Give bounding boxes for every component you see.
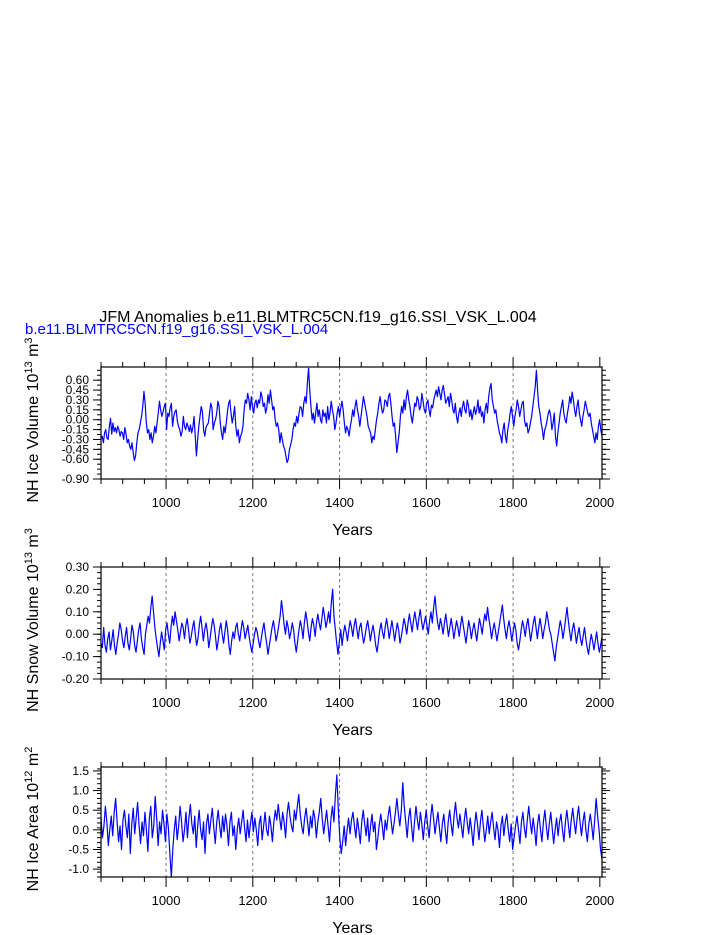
y-tick-label: 0.45	[66, 383, 90, 397]
y-axis-label-text: NH Snow Volume 10	[25, 564, 42, 712]
y-tick-label: -0.45	[62, 442, 90, 456]
y-tick-label: 1.0	[72, 784, 89, 798]
series-line	[100, 588, 603, 662]
x-tick-label: 2000	[585, 695, 614, 710]
x-axis-label: Years	[332, 920, 372, 935]
y-tick-label: 0.60	[66, 373, 90, 387]
panel-ice-area: -1.0 -0.5 0.0 0.5 1.0 1.5 1000 1200 1400 1600 1800…	[23, 747, 614, 935]
x-tick-label: 1000	[152, 893, 181, 908]
y-axis-label-text: NH Ice Area 10	[25, 783, 42, 892]
y-axis-label: NH Ice Volume 1013 m3	[23, 337, 42, 502]
series-line	[100, 774, 603, 878]
y-axis-label-superscript: 2	[23, 747, 35, 753]
x-tick-label: 2000	[585, 893, 614, 908]
y-tick-label: 0.15	[66, 403, 90, 417]
y-tick-label: 0.00	[66, 627, 90, 641]
y-axis-label-superscript: 3	[23, 337, 35, 343]
y-tick-label: -0.20	[62, 672, 90, 686]
y-axis-label: NH Ice Area 1012 m2	[23, 747, 42, 892]
plot-frame	[100, 766, 603, 878]
x-tick-label: 1400	[325, 893, 354, 908]
y-tick-label: 0.0	[72, 823, 89, 837]
y-tick-label: -0.5	[68, 843, 89, 857]
x-axis-label: Years	[332, 522, 372, 539]
x-tick-label: 1800	[499, 893, 528, 908]
x-tick-label: 1200	[238, 893, 267, 908]
x-tick-label: 1200	[238, 495, 267, 510]
panel-ice-volume: -0.90 -0.60-0.45-0.30-0.150.000.150.300.4…	[23, 337, 614, 539]
x-tick-label: 1800	[499, 495, 528, 510]
x-tick-label: 1600	[412, 495, 441, 510]
y-tick-label: 0.30	[66, 560, 90, 574]
y-axis-label-text: m	[25, 534, 42, 552]
series-line	[100, 367, 603, 464]
x-tick-label: 1000	[152, 695, 181, 710]
panel-snow-volume: -0.20 -0.10 0.00 0.10 0.20 0.30 1000 1200 1400 16…	[23, 528, 614, 739]
y-axis-label-superscript: 12	[23, 771, 35, 783]
y-tick-label: -0.10	[62, 650, 90, 664]
y-tick-label: 0.00	[66, 413, 90, 427]
y-tick-label: -0.15	[62, 423, 90, 437]
x-tick-label: 1400	[325, 695, 354, 710]
y-tick-label: 0.30	[66, 393, 90, 407]
y-axis-label-superscript: 13	[23, 552, 35, 564]
x-tick-label: 1600	[412, 893, 441, 908]
y-tick-label: -0.90	[62, 472, 90, 486]
y-tick-label: -0.30	[62, 432, 90, 446]
y-axis-label-superscript: 13	[23, 361, 35, 373]
y-axis-label: NH Snow Volume 1013 m3	[23, 528, 42, 712]
x-tick-label: 1200	[238, 695, 267, 710]
plot-frame	[100, 366, 603, 480]
subtitle: b.e11.BLMTRC5CN.f19_g16.SSI_VSK_L.004	[25, 321, 328, 338]
x-tick-label: 1600	[412, 695, 441, 710]
y-tick-label: 0.20	[66, 582, 90, 596]
y-axis-label-text: m	[25, 753, 42, 771]
y-tick-label: -1.0	[68, 862, 89, 876]
main-title: JFM Anomalies b.e11.BLMTRC5CN.f19_g16.SS…	[99, 309, 536, 326]
x-tick-label: 1400	[325, 495, 354, 510]
x-tick-label: 2000	[585, 495, 614, 510]
x-axis-label: Years	[332, 722, 372, 739]
y-tick-label: 0.5	[72, 803, 89, 817]
y-tick-label: -0.60	[62, 452, 90, 466]
y-tick-label: 0.10	[66, 605, 90, 619]
y-axis-label-text: NH Ice Volume 10	[25, 374, 42, 503]
y-axis-label-text: m	[25, 344, 42, 362]
y-tick-label: 1.5	[72, 764, 89, 778]
y-axis-label-superscript: 3	[23, 528, 35, 534]
x-tick-label: 1000	[152, 495, 181, 510]
x-tick-label: 1800	[499, 695, 528, 710]
